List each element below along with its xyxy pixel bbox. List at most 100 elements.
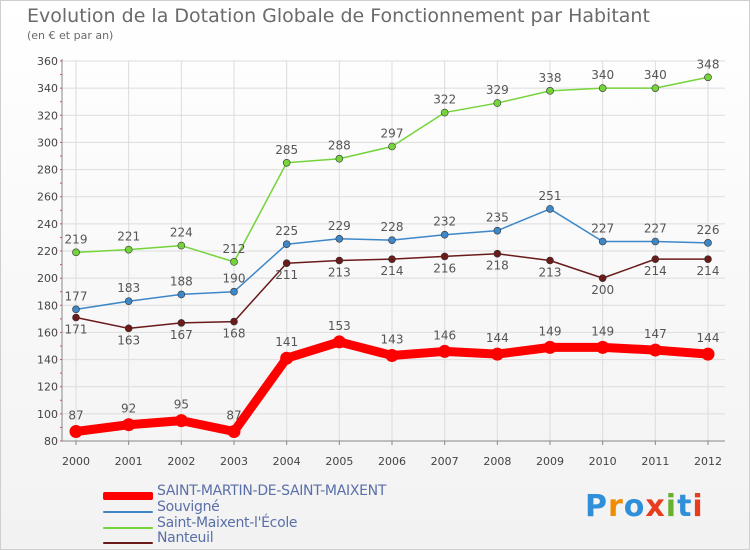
logo-letter: x bbox=[645, 489, 666, 524]
series-2-point-6 bbox=[388, 142, 396, 151]
series-1-data-label-10: 227 bbox=[591, 222, 614, 236]
logo-letter: P bbox=[585, 489, 608, 524]
x-tick-label-8: 2008 bbox=[483, 455, 511, 468]
legend-label-2: Saint-Maixent-l'École bbox=[157, 515, 298, 531]
series-3-data-label-10: 200 bbox=[591, 283, 614, 297]
series-1-point-11 bbox=[651, 237, 660, 246]
series-2-point-2 bbox=[177, 241, 186, 250]
series-3-point-5 bbox=[335, 256, 344, 265]
y-tick-label-5: 180 bbox=[37, 299, 58, 312]
x-tick-label-7: 2007 bbox=[431, 455, 459, 468]
legend-label-3: Nanteuil bbox=[157, 530, 214, 546]
series-2-data-label-12: 348 bbox=[697, 57, 720, 71]
series-3-data-label-11: 214 bbox=[644, 264, 667, 278]
series-2-point-7 bbox=[440, 108, 449, 117]
logo-letter: i bbox=[665, 489, 678, 524]
series-0-point-1 bbox=[122, 418, 136, 432]
series-2-point-10 bbox=[598, 84, 607, 92]
series-3-data-label-8: 218 bbox=[486, 259, 509, 273]
series-2-point-5 bbox=[335, 154, 344, 163]
series-0-data-label-0: 87 bbox=[68, 409, 83, 423]
series-3-point-4 bbox=[282, 259, 291, 268]
series-2-point-8 bbox=[493, 99, 502, 107]
series-1-point-7 bbox=[440, 230, 449, 239]
series-1-data-label-5: 229 bbox=[328, 219, 351, 233]
legend-swatch-1 bbox=[103, 511, 153, 513]
chart-subtitle: (en € et par an) bbox=[27, 29, 114, 42]
series-1-data-label-7: 232 bbox=[433, 215, 456, 229]
series-1-point-9 bbox=[546, 205, 554, 213]
series-2-data-label-11: 340 bbox=[644, 68, 667, 82]
x-tick-label-4: 2004 bbox=[273, 455, 301, 468]
y-tick-label-4: 160 bbox=[37, 326, 58, 339]
series-2-data-label-8: 329 bbox=[486, 83, 509, 97]
series-2-point-3 bbox=[230, 258, 238, 266]
series-0-point-9 bbox=[543, 340, 557, 354]
series-0-data-label-1: 92 bbox=[121, 402, 136, 416]
series-3-point-12 bbox=[704, 255, 712, 263]
series-1-point-6 bbox=[388, 236, 396, 244]
series-2-data-label-3: 212 bbox=[223, 242, 246, 256]
series-1-data-label-11: 227 bbox=[644, 222, 667, 236]
legend-swatch-2 bbox=[103, 527, 153, 529]
chart-title: Evolution de la Dotation Globale de Fonc… bbox=[27, 5, 650, 27]
series-3-data-label-3: 168 bbox=[223, 327, 246, 341]
series-0-point-10 bbox=[596, 340, 610, 354]
x-tick-label-12: 2012 bbox=[694, 455, 722, 468]
legend-swatch-3 bbox=[103, 542, 153, 544]
series-2-data-label-6: 297 bbox=[381, 127, 404, 141]
logo-letter: r bbox=[608, 489, 624, 524]
series-1-data-label-0: 177 bbox=[65, 289, 88, 303]
series-1-data-label-3: 190 bbox=[223, 272, 246, 286]
series-2-data-label-4: 285 bbox=[275, 143, 298, 157]
y-tick-label-0: 80 bbox=[44, 435, 58, 448]
series-3-point-1 bbox=[124, 324, 133, 333]
series-2-point-11 bbox=[651, 84, 660, 92]
series-0-data-label-12: 144 bbox=[697, 331, 720, 345]
x-tick-label-3: 2003 bbox=[220, 455, 248, 468]
x-tick-label-11: 2011 bbox=[641, 455, 669, 468]
y-tick-label-9: 260 bbox=[37, 191, 58, 204]
legend-label-0: SAINT-MARTIN-DE-SAINT-MAIXENT bbox=[157, 483, 387, 499]
series-3-point-8 bbox=[493, 249, 502, 258]
series-0-point-11 bbox=[648, 343, 662, 357]
series-0-point-0 bbox=[69, 425, 83, 438]
series-2-data-label-1: 221 bbox=[117, 230, 140, 244]
x-tick-label-9: 2009 bbox=[536, 455, 564, 468]
series-0-data-label-9: 149 bbox=[539, 324, 562, 338]
logo-letter: t bbox=[677, 489, 693, 524]
series-1-point-8 bbox=[493, 226, 502, 235]
legend-swatch-0 bbox=[103, 492, 153, 500]
x-tick-label-5: 2005 bbox=[325, 455, 353, 468]
series-1-point-0 bbox=[72, 305, 80, 314]
x-tick-label-10: 2010 bbox=[589, 455, 617, 468]
series-3-data-label-5: 213 bbox=[328, 266, 351, 280]
series-1-data-label-4: 225 bbox=[275, 224, 298, 238]
series-2-data-label-2: 224 bbox=[170, 226, 193, 240]
y-tick-label-6: 200 bbox=[37, 272, 58, 285]
y-tick-label-8: 240 bbox=[37, 218, 58, 231]
proxiti-logo: Proxiti bbox=[585, 489, 704, 524]
series-0-data-label-10: 149 bbox=[591, 324, 614, 338]
series-2-point-4 bbox=[282, 158, 291, 167]
x-tick-label-2: 2002 bbox=[167, 455, 195, 468]
series-0-point-3 bbox=[227, 425, 241, 438]
series-0-data-label-2: 95 bbox=[174, 398, 189, 412]
series-0-point-2 bbox=[174, 414, 188, 428]
series-3-data-label-6: 214 bbox=[381, 264, 404, 278]
x-tick-label-6: 2006 bbox=[378, 455, 406, 468]
series-3-point-3 bbox=[230, 317, 238, 326]
series-2-data-label-5: 288 bbox=[328, 139, 351, 153]
series-1-point-4 bbox=[282, 240, 291, 249]
series-0-point-6 bbox=[385, 349, 399, 362]
series-3-data-label-4: 211 bbox=[275, 268, 298, 282]
x-tick-label-1: 2001 bbox=[115, 455, 143, 468]
series-3-point-6 bbox=[388, 255, 396, 263]
series-3-point-11 bbox=[651, 255, 660, 263]
y-tick-label-14: 360 bbox=[37, 55, 58, 68]
y-tick-label-13: 340 bbox=[37, 82, 58, 95]
series-1-point-1 bbox=[124, 297, 133, 306]
series-3-point-9 bbox=[546, 256, 554, 265]
